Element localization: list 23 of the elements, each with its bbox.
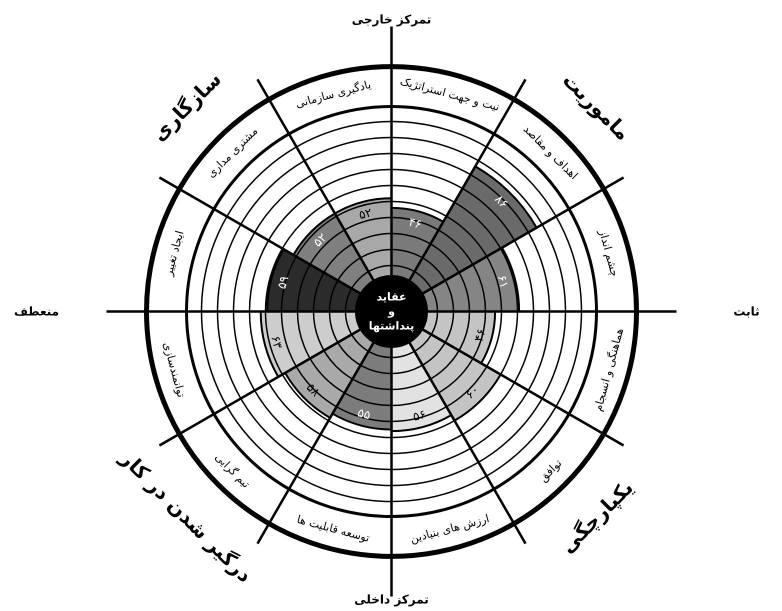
data-label: ۴۶ [407, 214, 424, 232]
data-label: ۶۰ [462, 382, 482, 402]
data-label: ۵۹ [274, 274, 292, 290]
category-label: هماهنگی و انسجام [592, 326, 626, 413]
data-label: ۵۲ [357, 205, 374, 222]
category-label: یادگیری سازمانی [294, 78, 372, 110]
text: منعطف [14, 304, 60, 318]
category-label: توسعه قابلیت ها [295, 512, 372, 545]
data-label: ۵۲ [310, 230, 330, 250]
data-label: ۵۵ [356, 405, 372, 422]
data-label: ۶۱ [494, 274, 512, 290]
data-label: ۶۳ [268, 334, 286, 351]
category-label: ایجاد تغییر [162, 229, 186, 278]
text: تمرکز داخلی [354, 592, 429, 606]
text: عقاید و پنداشتها [368, 290, 414, 332]
category-label: تیم گرایی [212, 450, 252, 491]
category-label: ارزش های بنیادین [408, 512, 491, 546]
category-label: توانمندسازی [160, 340, 188, 399]
data-label: ۸۶ [492, 192, 512, 211]
text: ثابت [733, 304, 760, 318]
text: تمرکز خارجی [352, 12, 432, 26]
category-label: نیت و جهت استراتژیک [398, 74, 501, 114]
category-label: چشم انداز [596, 228, 622, 278]
